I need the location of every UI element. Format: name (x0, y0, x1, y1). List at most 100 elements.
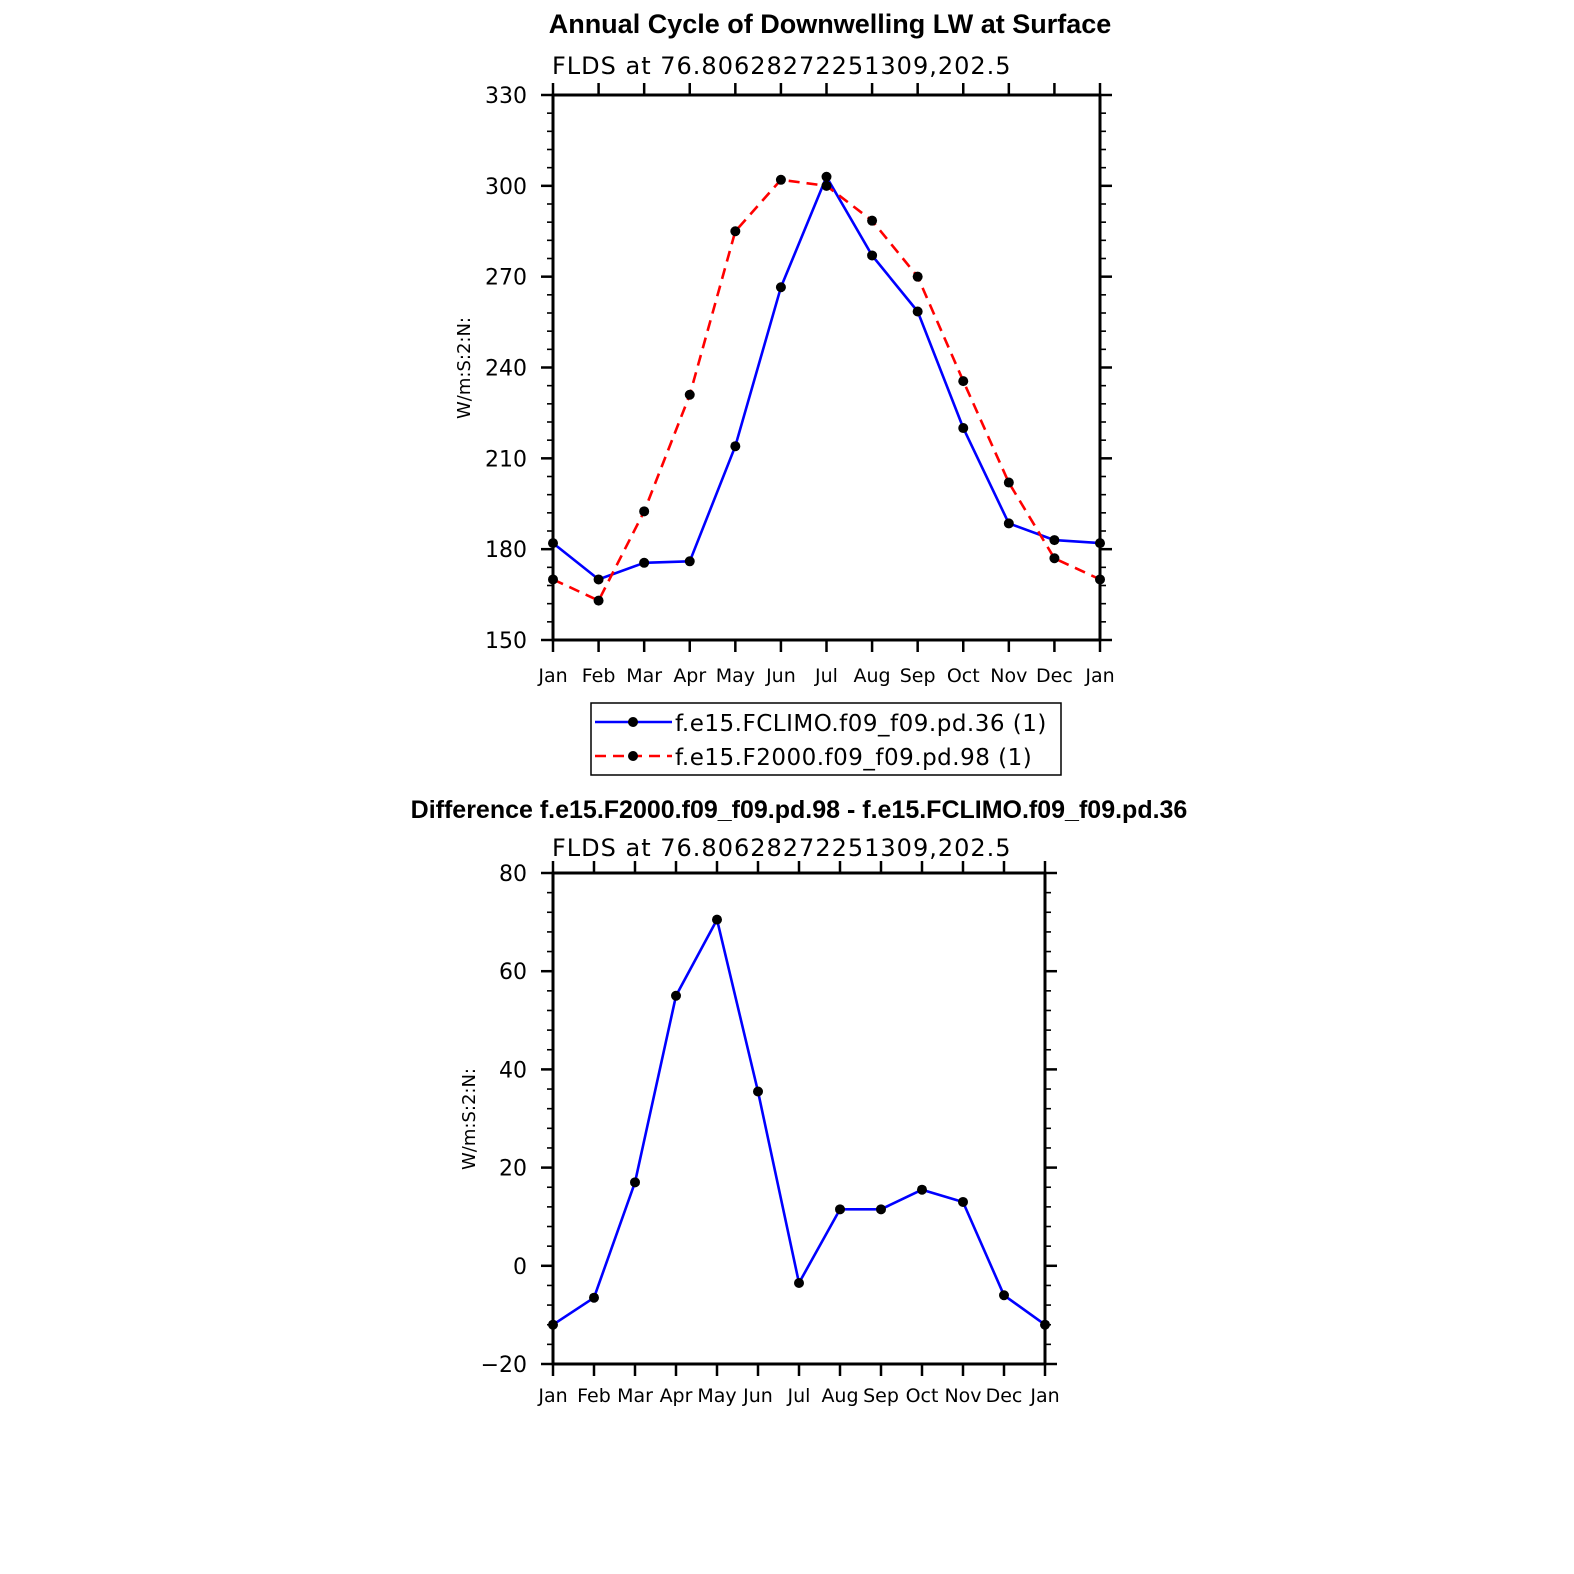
data-point (867, 250, 878, 261)
x-tick-label: Mar (617, 1385, 653, 1407)
x-tick-label: Aug (821, 1385, 858, 1407)
data-point (684, 389, 695, 400)
chart-subtitle: FLDS at 76.80628272251309,202.5 (552, 52, 1012, 80)
chart-subtitle: FLDS at 76.80628272251309,202.5 (552, 834, 1012, 862)
x-tick-label: Sep (863, 1385, 899, 1407)
chart-title: Annual Cycle of Downwelling LW at Surfac… (549, 9, 1112, 39)
data-point (1003, 518, 1014, 529)
data-point (958, 423, 969, 434)
data-point (671, 990, 681, 1001)
legend-label-series-2: f.e15.F2000.f09_f09.pd.98 (1) (675, 745, 1032, 771)
data-point (958, 1196, 968, 1207)
x-tick-label: Jul (814, 665, 838, 687)
series-layer (548, 171, 1105, 606)
data-point (876, 1204, 886, 1215)
data-point (753, 1086, 763, 1097)
x-tick-label: Jan (537, 665, 567, 687)
x-tick-label: Jan (1084, 665, 1114, 687)
series-line-1 (552, 175, 1101, 581)
y-tick-label: 80 (499, 862, 527, 887)
y-tick-label: 60 (499, 960, 527, 985)
data-point (593, 574, 604, 585)
x-tick-label: Jan (537, 1385, 567, 1407)
annual-cycle-panel: Annual Cycle of Downwelling LW at Surfac… (454, 9, 1115, 776)
data-point (821, 180, 832, 191)
data-point (775, 174, 786, 185)
data-point (1040, 1319, 1050, 1330)
data-point (794, 1277, 804, 1288)
data-point (867, 215, 878, 226)
x-tick-label: Aug (854, 665, 891, 687)
x-tick-label: Jun (765, 665, 796, 687)
y-tick-label: 330 (485, 84, 527, 109)
x-tick-label: Feb (582, 665, 616, 687)
y-tick-label: 40 (499, 1058, 527, 1083)
data-point (958, 376, 969, 387)
series-layer (548, 914, 1050, 1330)
data-point (730, 441, 741, 452)
data-point (684, 556, 695, 567)
x-tick-label: May (716, 665, 755, 687)
axes-frame: Jan Feb Mar Apr May Jun Jul Aug Sep Oct Nov Dec Jan 1… (485, 83, 1115, 687)
x-tick-label: Nov (944, 1385, 981, 1407)
x-tick-label: Sep (900, 665, 936, 687)
series-line-2 (552, 178, 1101, 602)
x-tick-label: Oct (906, 1385, 939, 1407)
legend: f.e15.FCLIMO.f09_f09.pd.36 (1) f.e15.F20… (590, 702, 1062, 776)
x-tick-label: Nov (990, 665, 1027, 687)
chart-title: Difference f.e15.F2000.f09_f09.pd.98 - f… (411, 796, 1188, 824)
legend-box (590, 702, 1062, 776)
x-tick-label: May (697, 1385, 736, 1407)
data-point (775, 282, 786, 293)
legend-label-series-1: f.e15.FCLIMO.f09_f09.pd.36 (1) (675, 711, 1047, 737)
data-point (548, 1319, 558, 1330)
data-point (821, 171, 832, 182)
axes-frame: Jan Feb Mar Apr May Jun Jul Aug Sep Oct Nov Dec Jan−… (481, 861, 1060, 1407)
x-tick-label: Dec (1036, 665, 1073, 687)
x-tick-label: Jun (742, 1385, 773, 1407)
x-tick-label: Jan (1029, 1385, 1059, 1407)
data-point (630, 1177, 640, 1188)
legend-marker-series-2 (628, 751, 638, 761)
data-point (912, 271, 923, 282)
y-tick-label: 240 (485, 357, 527, 382)
y-axis-label: W/m:S:2:N: (454, 317, 475, 419)
data-point (1095, 574, 1105, 585)
y-tick-label: −20 (481, 1353, 527, 1378)
y-tick-label: 300 (485, 175, 527, 200)
y-tick-label: 210 (485, 447, 527, 472)
y-tick-label: 180 (485, 538, 527, 563)
y-axis-label: W/m:S:2:N: (459, 1068, 480, 1170)
y-tick-label: 0 (513, 1255, 527, 1280)
y-tick-label: 150 (485, 629, 527, 654)
data-point (589, 1292, 599, 1303)
x-tick-label: Apr (673, 665, 706, 687)
data-point (835, 1204, 845, 1215)
data-point (548, 538, 558, 549)
x-tick-label: Mar (626, 665, 662, 687)
plot-frame (551, 871, 1047, 1366)
series-line-1 (552, 918, 1046, 1326)
legend-marker-series-1 (628, 717, 638, 727)
data-point (912, 306, 923, 317)
x-tick-label: Jul (787, 1385, 811, 1407)
y-tick-label: 20 (499, 1157, 527, 1182)
data-point (1095, 538, 1105, 549)
x-tick-label: Feb (577, 1385, 611, 1407)
y-tick-label: 270 (485, 266, 527, 291)
x-tick-label: Apr (660, 1385, 693, 1407)
data-point (712, 914, 722, 925)
x-tick-label: Oct (947, 665, 980, 687)
data-point (639, 557, 650, 568)
data-point (1003, 477, 1014, 488)
data-point (1049, 553, 1060, 564)
data-point (639, 506, 650, 517)
data-point (730, 226, 741, 237)
data-point (999, 1290, 1009, 1301)
data-point (593, 595, 604, 606)
data-point (548, 574, 558, 585)
data-point (1049, 535, 1060, 546)
difference-panel: Difference f.e15.F2000.f09_f09.pd.98 - f… (411, 796, 1188, 1407)
data-point (917, 1184, 927, 1195)
